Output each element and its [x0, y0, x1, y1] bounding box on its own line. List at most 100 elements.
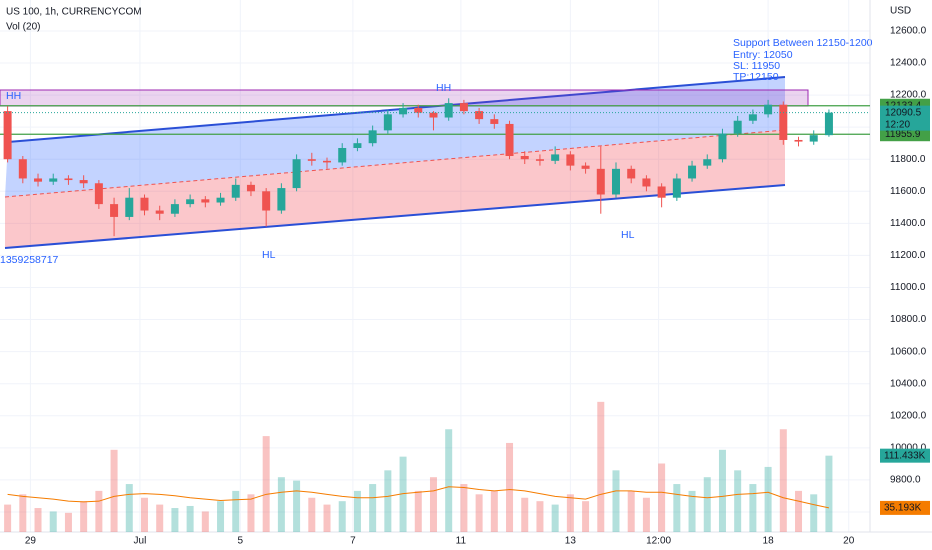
x-tick-label: 20: [843, 536, 855, 547]
candle-body: [140, 197, 149, 211]
volume-bar: [186, 505, 194, 532]
volume-bar: [399, 456, 407, 532]
x-tick-label: 18: [763, 536, 775, 547]
candle-body: [231, 184, 240, 198]
x-tick-label: Jul: [134, 536, 147, 547]
volume-bar: [506, 442, 514, 532]
y-tick-label: 10200.0: [890, 410, 927, 421]
candle-body: [246, 184, 255, 192]
volume-bar: [125, 484, 133, 532]
volume-bar: [642, 497, 650, 532]
candle-body: [399, 107, 408, 115]
x-tick-label: 13: [565, 536, 577, 547]
candle-body: [764, 104, 773, 115]
x-tick-label: 11: [456, 536, 467, 547]
volume-bar: [429, 477, 437, 532]
y-tick-label: 11600.0: [890, 186, 926, 197]
candle-body: [201, 199, 210, 203]
level-tag: [880, 127, 930, 142]
candle-body: [505, 123, 514, 157]
volume-bar: [764, 466, 772, 532]
candle-body: [611, 168, 620, 195]
candle-body: [657, 186, 666, 198]
channel-midline: [4, 129, 786, 198]
x-tick-label: 29: [25, 536, 37, 547]
candle-body: [475, 111, 484, 120]
candle-body: [551, 154, 560, 161]
volume-bar: [475, 494, 483, 532]
candle-body: [794, 139, 803, 142]
last-price-tag: [880, 105, 930, 131]
volume-bar: [414, 490, 422, 532]
candle-body: [323, 160, 332, 163]
volume-bar: [353, 490, 361, 532]
volume-bar: [597, 401, 605, 532]
candle-body: [672, 178, 681, 198]
volume-bar: [810, 494, 818, 532]
volume-last-label: 111.433K: [884, 450, 926, 461]
volume-bar: [323, 504, 331, 532]
volume-bar: [673, 484, 681, 532]
channel-lower-fill: [5, 130, 785, 248]
candle-body: [535, 159, 544, 161]
candle-body: [18, 159, 27, 179]
volume-bar: [551, 504, 559, 532]
volume-bar: [718, 449, 726, 532]
y-tick-label: 11200.0: [890, 250, 926, 261]
y-tick-label: 12200.0: [890, 90, 927, 101]
candle-body: [79, 180, 88, 184]
annotation: HH: [6, 90, 21, 102]
resistance-zone: [0, 89, 809, 107]
volume-last-tag: [880, 448, 930, 463]
candle-body: [3, 111, 12, 160]
annotation: SL: 11950: [733, 60, 780, 72]
annotation: HL: [621, 229, 635, 241]
volume-bar: [521, 497, 529, 532]
symbol-title: US 100, 1h, CURRENCYCOM: [6, 7, 142, 18]
volume-bar: [262, 436, 270, 532]
y-tick-label: 10600.0: [890, 346, 927, 357]
volume-bar: [140, 497, 148, 532]
volume-bar: [445, 429, 453, 532]
candle-body: [414, 107, 423, 113]
candle-body: [110, 204, 119, 217]
candle-body: [292, 159, 301, 189]
candle-body: [170, 204, 179, 214]
candle-body: [718, 133, 727, 160]
channel-upper: [7, 76, 786, 143]
currency: USD: [890, 6, 911, 17]
y-tick-label: 11400.0: [890, 218, 926, 229]
candle-body: [277, 188, 286, 211]
candle-body: [338, 147, 347, 163]
volume-bar: [49, 511, 57, 532]
annotation: 1359258717: [0, 254, 59, 266]
volume-ma: [7, 486, 830, 509]
candle-body: [125, 197, 134, 217]
candle-body: [353, 143, 362, 148]
volume-bar: [110, 449, 118, 532]
candle-body: [642, 178, 651, 187]
volume-bar: [232, 490, 240, 532]
volume-bar: [64, 512, 72, 532]
x-tick-label: 12:00: [646, 536, 671, 547]
volume-bar: [612, 470, 620, 532]
y-tick-label: 10400.0: [890, 378, 927, 389]
annotation: TP:12150: [733, 71, 779, 83]
volume-bar: [749, 484, 757, 532]
volume-bar: [338, 501, 346, 532]
candle-body: [566, 154, 575, 166]
candle-body: [216, 197, 225, 203]
countdown: 12:20: [885, 119, 910, 130]
annotation: HL: [262, 249, 276, 261]
volume-bar: [627, 490, 635, 532]
volume-bar: [536, 501, 544, 532]
candle-body: [581, 165, 590, 169]
candle-body: [627, 168, 636, 179]
volume-bar: [384, 470, 392, 532]
volume-bar: [490, 490, 498, 532]
candle-body: [307, 159, 316, 161]
y-tick-label: 11800.0: [890, 154, 926, 165]
candle-body: [596, 168, 605, 195]
candle-body: [186, 199, 195, 205]
